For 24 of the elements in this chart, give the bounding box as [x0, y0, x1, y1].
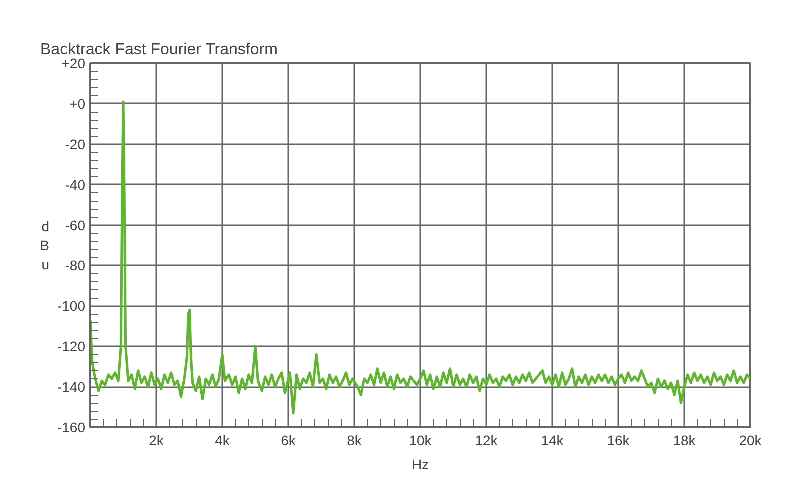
x-tick-label: 8k [347, 432, 363, 448]
y-tick-label: -160 [57, 420, 86, 436]
x-tick-label: 14k [541, 432, 565, 448]
y-tick-label: +20 [62, 56, 86, 72]
x-tick-label: 6k [281, 432, 297, 448]
y-tick-label: -20 [65, 136, 86, 152]
y-tick-label: -60 [65, 217, 86, 234]
x-tick-label: 20k [739, 432, 763, 448]
x-tick-label: 16k [607, 432, 631, 448]
y-tick-label: -120 [57, 338, 86, 355]
y-tick-label: -140 [57, 379, 86, 396]
line-series [90, 100, 750, 415]
x-axis-title: Hz [412, 456, 430, 472]
x-tick-label: 4k [215, 432, 231, 448]
x-tick-label: 12k [475, 432, 499, 448]
chart-title: Backtrack Fast Fourier Transform [40, 42, 278, 58]
y-tick-label: +0 [70, 96, 86, 112]
y-tick-label: -40 [65, 176, 86, 193]
x-tick-label: 18k [673, 432, 697, 448]
y-tick-label: -100 [57, 298, 86, 314]
y-tick-label: -80 [65, 258, 86, 274]
x-tick-label: 2k [149, 432, 165, 448]
x-tick-label: 10k [409, 432, 433, 448]
y-axis-title: dBu [40, 218, 50, 273]
